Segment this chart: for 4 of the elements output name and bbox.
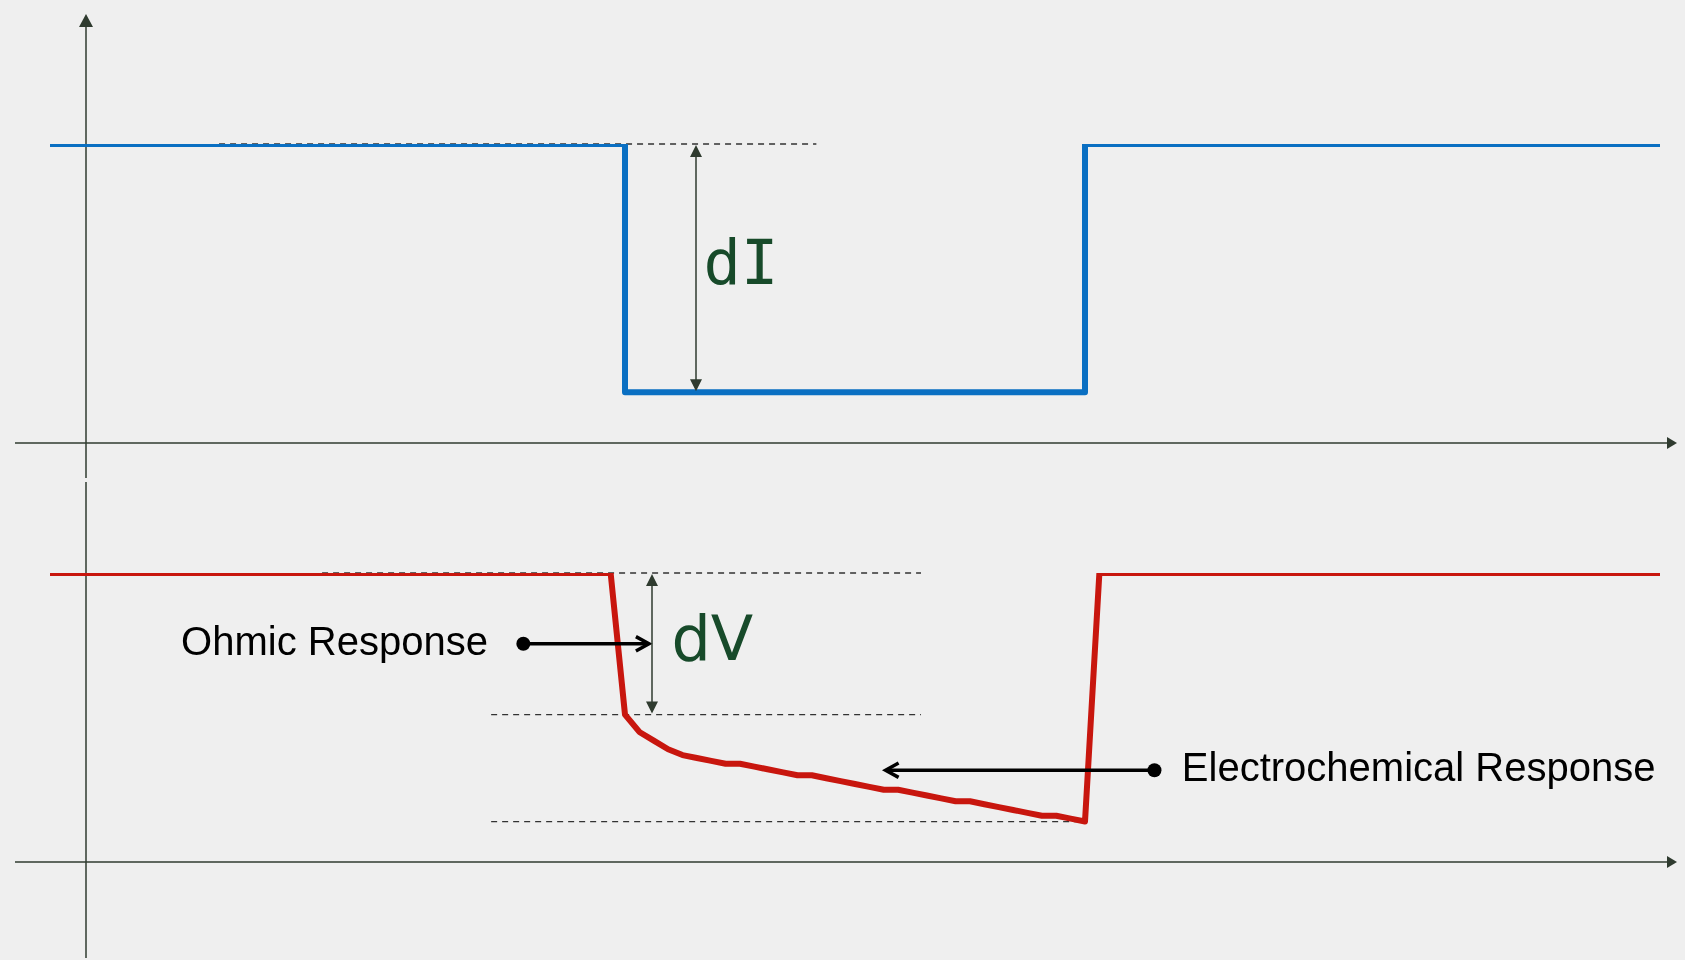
annotation: Electrochemical Response <box>1181 745 1656 790</box>
annotation: dV <box>671 601 754 675</box>
annotation: dI <box>703 226 779 300</box>
annotation: Ohmic Response <box>181 618 488 663</box>
